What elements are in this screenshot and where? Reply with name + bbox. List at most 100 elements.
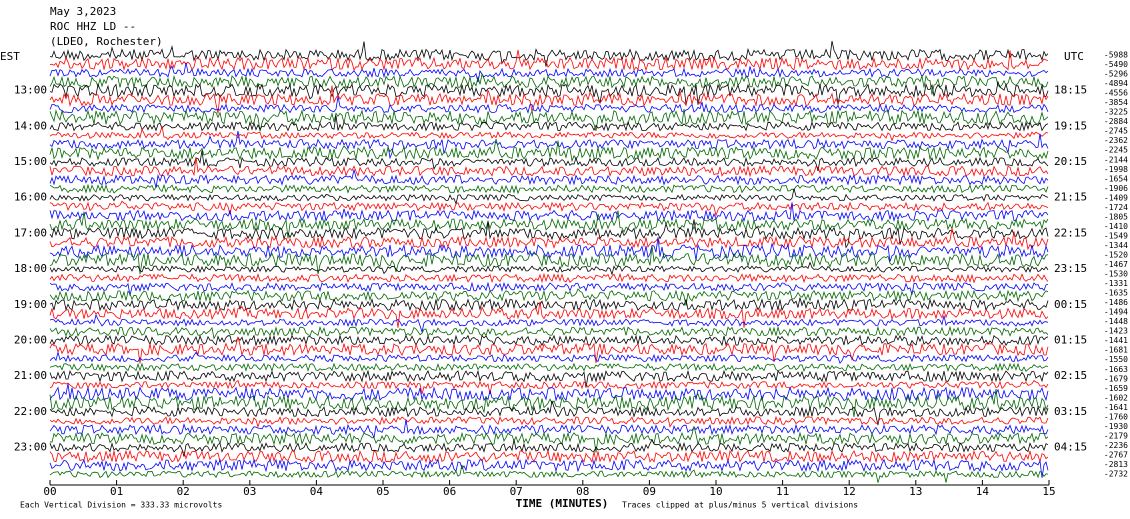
trace-offset: -4556 [1104,89,1128,98]
trace [49,334,1049,347]
trace [49,188,1049,206]
trace [49,426,1049,453]
trace [49,219,1049,249]
left-hour: 23:00 [14,440,47,453]
trace [49,40,1049,67]
left-hour: 14:00 [14,119,47,132]
trace [49,62,1049,83]
trace-offset: -1520 [1104,250,1128,259]
trace-offset: -2236 [1104,441,1128,450]
trace-offset: -2179 [1104,431,1128,440]
trace-offset: -2144 [1104,155,1128,164]
trace [49,464,1049,483]
left-hour: 21:00 [14,369,47,382]
right-hour: 18:15 [1054,84,1087,97]
x-tick-label: 08 [576,485,589,498]
trace [49,246,1049,275]
trace [49,336,1049,364]
trace [49,80,1049,105]
trace-offset: -1805 [1104,212,1128,221]
trace-offset: -4894 [1104,79,1128,88]
trace [49,150,1049,172]
trace-offset: -1550 [1104,355,1128,364]
trace-offset: -1930 [1104,422,1128,431]
trace [49,458,1049,478]
trace-offset: -1724 [1104,203,1128,212]
trace-offset: -5988 [1104,51,1128,60]
left-hour: 20:00 [14,333,47,346]
right-hour: 22:15 [1054,226,1087,239]
x-tick-label: 05 [376,485,389,498]
trace-offset: -1549 [1104,231,1128,240]
left-hour: 13:00 [14,84,47,97]
right-hour: 02:15 [1054,369,1087,382]
trace-offset: -1663 [1104,365,1128,374]
right-hour: 00:15 [1054,298,1087,311]
x-tick-label: 02 [177,485,190,498]
trace-offset: -1409 [1104,193,1128,202]
trace-offset: -1654 [1104,174,1128,183]
trace [49,108,1049,132]
trace [49,131,1049,160]
trace [49,388,1049,417]
trace [49,261,1049,276]
trace [49,49,1049,72]
trace [49,237,1049,262]
x-tick-label: 15 [1042,485,1055,498]
x-tick-label: 12 [843,485,856,498]
trace [49,202,1049,223]
right-zone: UTC [1064,50,1084,63]
footer-clip: Traces clipped at plus/minus 5 vertical … [622,501,858,510]
trace-offset: -1441 [1104,336,1128,345]
left-hour: 19:00 [14,298,47,311]
trace [49,383,1049,402]
station: ROC HHZ LD -- [50,20,136,33]
right-hour: 19:15 [1054,119,1087,132]
trace [49,297,1049,312]
trace [49,96,1049,115]
right-hour: 21:15 [1054,191,1087,204]
right-hour: 03:15 [1054,405,1087,418]
x-title: TIME (MINUTES) [516,497,609,510]
trace-offset: -1906 [1104,184,1128,193]
trace-offset: -1998 [1104,165,1128,174]
trace-offset: -1760 [1104,412,1128,421]
trace [49,139,1049,163]
trace [49,72,1049,95]
trace-offset: -1448 [1104,317,1128,326]
trace-offset: -1423 [1104,327,1128,336]
right-hour: 04:15 [1054,440,1087,453]
trace-offset: -2732 [1104,470,1128,479]
footer-scale: Each Vertical Division = 333.33 microvol… [20,501,222,510]
trace [49,156,1049,178]
trace [49,350,1049,365]
x-tick-label: 07 [510,485,523,498]
x-tick-label: 13 [909,485,922,498]
trace-offset: -2362 [1104,136,1128,145]
date: May 3,2023 [50,5,116,18]
trace-offset: -5490 [1104,60,1128,69]
trace-offset: -5296 [1104,70,1128,79]
x-tick-label: 03 [243,485,256,498]
trace-offset: -1344 [1104,241,1128,250]
x-tick-label: 10 [709,485,722,498]
trace-offset: -2745 [1104,127,1128,136]
trace-offset: -1681 [1104,346,1128,355]
trace-offset: -1410 [1104,222,1128,231]
left-hour: 17:00 [14,226,47,239]
trace-offset: -1467 [1104,260,1128,269]
left-zone: EST [0,50,20,63]
trace-offset: -2813 [1104,460,1128,469]
trace-offset: -1635 [1104,289,1128,298]
trace [49,115,1049,132]
trace-offset: -2245 [1104,146,1128,155]
x-tick-label: 04 [310,485,324,498]
trace [49,362,1049,373]
trace [49,281,1049,296]
trace-offset: -1486 [1104,298,1128,307]
trace-offset: -1331 [1104,279,1128,288]
left-hour: 22:00 [14,405,47,418]
trace [49,228,1049,251]
left-hour: 15:00 [14,155,47,168]
